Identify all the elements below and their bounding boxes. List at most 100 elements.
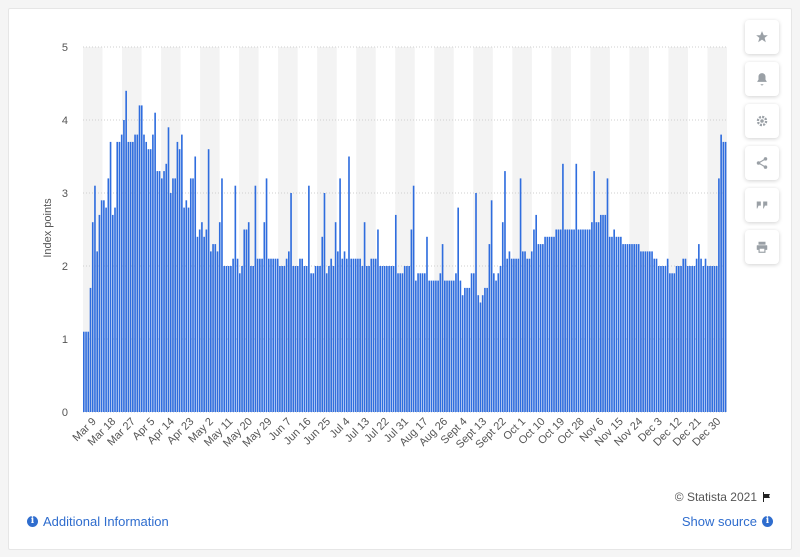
bar[interactable] — [312, 273, 315, 412]
bar[interactable] — [183, 207, 185, 412]
bar[interactable] — [662, 266, 665, 412]
bar[interactable] — [677, 266, 680, 412]
bar[interactable] — [374, 258, 377, 412]
bar[interactable] — [441, 244, 444, 412]
bar[interactable] — [241, 266, 243, 412]
bar[interactable] — [386, 266, 388, 412]
bar[interactable] — [230, 266, 232, 412]
bar[interactable] — [709, 266, 711, 412]
bar[interactable] — [339, 178, 341, 412]
bar[interactable] — [181, 134, 183, 412]
bar[interactable] — [573, 229, 575, 413]
bar[interactable] — [506, 258, 509, 412]
bar[interactable] — [218, 222, 221, 412]
bar[interactable] — [651, 251, 653, 412]
bar[interactable] — [470, 273, 473, 412]
bar[interactable] — [559, 229, 562, 413]
bar[interactable] — [392, 266, 395, 412]
bar[interactable] — [301, 258, 304, 412]
bar[interactable] — [555, 229, 558, 413]
bar[interactable] — [285, 258, 288, 412]
bar[interactable] — [713, 266, 716, 412]
bar[interactable] — [288, 251, 290, 412]
bar[interactable] — [205, 229, 208, 413]
bar[interactable] — [535, 214, 537, 412]
bar[interactable] — [345, 258, 348, 412]
bar[interactable] — [94, 185, 96, 412]
bar[interactable] — [314, 266, 317, 412]
bar[interactable] — [633, 244, 636, 412]
bar[interactable] — [357, 258, 359, 412]
bar[interactable] — [455, 273, 457, 412]
bar[interactable] — [461, 295, 464, 412]
bar[interactable] — [675, 266, 678, 412]
bar[interactable] — [263, 222, 266, 412]
bar[interactable] — [582, 229, 584, 413]
bar[interactable] — [105, 207, 107, 412]
bar[interactable] — [481, 295, 484, 412]
bar[interactable] — [243, 229, 246, 413]
bar[interactable] — [103, 200, 105, 412]
bar[interactable] — [185, 200, 188, 412]
bar[interactable] — [83, 331, 85, 412]
notification-button[interactable] — [745, 62, 779, 96]
bar[interactable] — [100, 200, 103, 412]
bar[interactable] — [118, 141, 121, 412]
bar[interactable] — [332, 266, 335, 412]
bar[interactable] — [513, 258, 515, 412]
bar[interactable] — [622, 244, 624, 412]
bar[interactable] — [435, 280, 437, 412]
bar[interactable] — [644, 251, 647, 412]
bar[interactable] — [631, 244, 633, 412]
bar[interactable] — [550, 236, 553, 412]
print-button[interactable] — [745, 230, 779, 264]
bar[interactable] — [584, 229, 587, 413]
bar[interactable] — [194, 156, 197, 413]
bar[interactable] — [303, 266, 306, 412]
bar[interactable] — [399, 273, 402, 412]
bar[interactable] — [319, 266, 321, 412]
bar[interactable] — [430, 280, 433, 412]
bar[interactable] — [628, 244, 631, 412]
bar[interactable] — [673, 273, 676, 412]
bar[interactable] — [722, 141, 725, 412]
bar[interactable] — [145, 141, 148, 412]
bar[interactable] — [653, 258, 656, 412]
bar[interactable] — [366, 266, 368, 412]
settings-button[interactable] — [745, 104, 779, 138]
bar[interactable] — [468, 287, 471, 412]
bar[interactable] — [352, 258, 355, 412]
bar[interactable] — [390, 266, 393, 412]
bar[interactable] — [325, 273, 328, 412]
bar[interactable] — [526, 258, 529, 412]
bar[interactable] — [238, 273, 241, 412]
bar[interactable] — [477, 295, 480, 412]
bar[interactable] — [359, 258, 361, 412]
bar[interactable] — [608, 236, 611, 412]
bar[interactable] — [439, 273, 442, 412]
bar[interactable] — [615, 236, 618, 412]
bar[interactable] — [611, 236, 613, 412]
bar[interactable] — [328, 266, 330, 412]
bar[interactable] — [270, 258, 272, 412]
bar[interactable] — [718, 178, 720, 412]
bar[interactable] — [281, 266, 283, 412]
bar[interactable] — [599, 214, 602, 412]
bar[interactable] — [310, 273, 312, 412]
bar[interactable] — [196, 236, 199, 412]
bar[interactable] — [225, 266, 228, 412]
bar[interactable] — [203, 236, 205, 412]
bar[interactable] — [417, 273, 419, 412]
bar[interactable] — [134, 134, 136, 412]
bar[interactable] — [323, 193, 326, 412]
bar[interactable] — [316, 266, 319, 412]
bar[interactable] — [343, 251, 346, 412]
bar[interactable] — [686, 266, 689, 412]
bar[interactable] — [127, 141, 130, 412]
bar[interactable] — [111, 214, 114, 412]
bar[interactable] — [160, 178, 163, 412]
share-button[interactable] — [745, 146, 779, 180]
bar[interactable] — [354, 258, 357, 412]
bar[interactable] — [666, 258, 669, 412]
bar[interactable] — [479, 302, 482, 413]
